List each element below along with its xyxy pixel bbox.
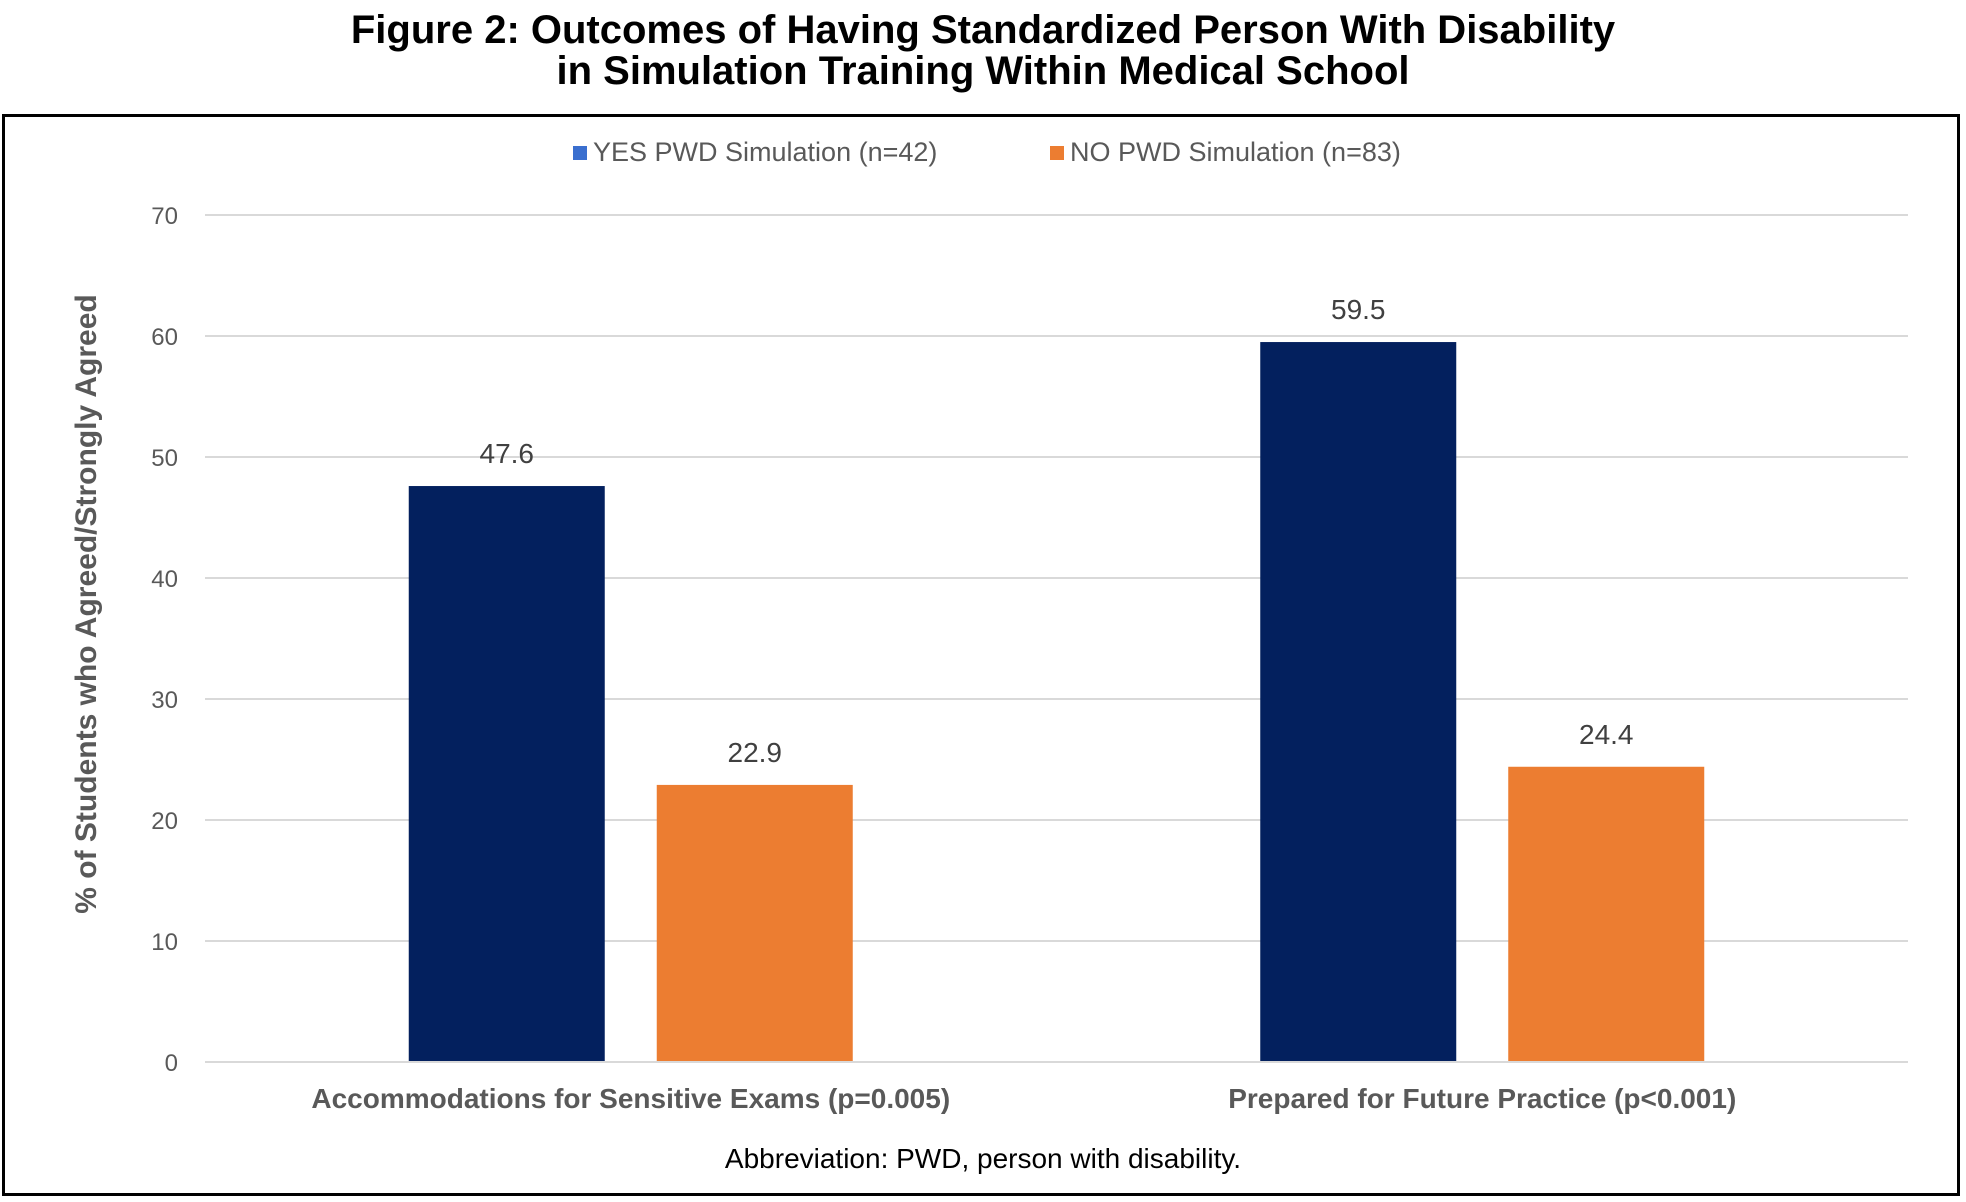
- figure-title-line-1: Figure 2: Outcomes of Having Standardize…: [350, 8, 1616, 52]
- y-tick-label: 60: [151, 324, 178, 351]
- y-tick-label: 40: [151, 566, 178, 593]
- bar: [408, 486, 605, 1062]
- legend-label: YES PWD Simulation (n=42): [593, 137, 937, 167]
- legend-label: NO PWD Simulation (n=83): [1070, 137, 1401, 167]
- y-tick-label: 30: [151, 687, 178, 714]
- data-label: 59.5: [1331, 294, 1386, 325]
- data-label: 47.6: [480, 438, 535, 469]
- y-axis-title: % of Students who Agreed/Strongly Agreed: [70, 294, 103, 913]
- figure-title-line-2: in Simulation Training Within Medical Sc…: [556, 49, 1410, 93]
- bar: [656, 784, 853, 1062]
- legend-swatch: [1050, 146, 1064, 160]
- x-category-label: Prepared for Future Practice (p<0.001): [1228, 1083, 1736, 1114]
- bar: [1508, 766, 1705, 1062]
- figure-caption: Abbreviation: PWD, person with disabilit…: [724, 1143, 1242, 1174]
- y-tick-label: 0: [165, 1050, 178, 1077]
- figure-title: Figure 2: Outcomes of Having Standardize…: [0, 10, 1966, 92]
- y-tick-label: 10: [151, 929, 178, 956]
- legend-swatch: [573, 146, 587, 160]
- data-label: 22.9: [728, 737, 783, 768]
- y-tick-label: 50: [151, 445, 178, 472]
- x-category-label: Accommodations for Sensitive Exams (p=0.…: [311, 1083, 950, 1114]
- bar: [1260, 342, 1457, 1062]
- data-label: 24.4: [1579, 719, 1634, 750]
- y-tick-label: 70: [151, 203, 178, 230]
- y-tick-label: 20: [151, 808, 178, 835]
